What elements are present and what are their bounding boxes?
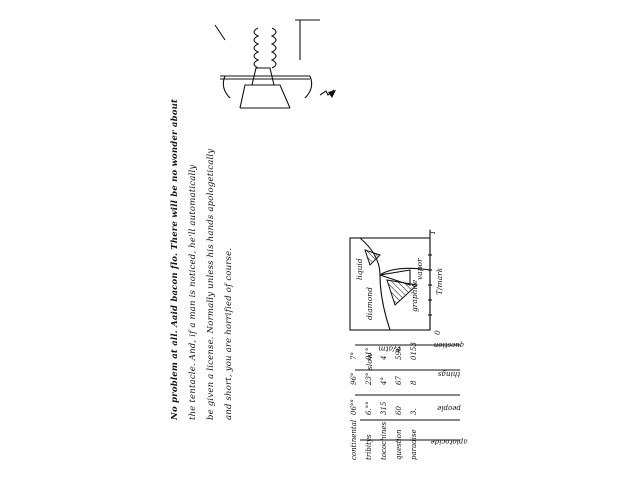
note-line-3: be given a license. Normally unless his … xyxy=(206,148,216,420)
row2-col2: 4° xyxy=(380,377,388,385)
row4-col2: 96° xyxy=(350,372,358,385)
table-header-2: things xyxy=(437,369,461,378)
row3-col3: 01° xyxy=(365,347,373,360)
row3-col2: 23° xyxy=(365,372,373,385)
note-line-1: No problem at all. Aaid bacon flo. There… xyxy=(170,98,180,420)
row3-col0: tribitys xyxy=(365,434,373,460)
note-line-4: and short, you are horrified of course. xyxy=(224,247,234,420)
row0-col2: 8 xyxy=(410,380,418,385)
row0-col3: 0153 xyxy=(410,342,418,360)
row1-col0: question xyxy=(395,429,403,461)
phase-diagram xyxy=(349,230,432,331)
row2-col3: 4 xyxy=(380,355,388,360)
row4-col1: 06°° xyxy=(350,399,358,415)
row1-col1: 60 xyxy=(395,406,403,415)
note-line-2: the tentacle. And, if a man is noticed, … xyxy=(188,164,198,420)
row1-col2: 67 xyxy=(395,376,403,385)
row4-col0: continental xyxy=(350,419,358,460)
apparatus-sketch xyxy=(214,19,336,109)
row0-col1: 3. xyxy=(410,408,418,415)
row1-col3: 596 xyxy=(395,346,403,360)
table-header-0: apiotocide xyxy=(430,437,468,446)
table-header-3: question xyxy=(433,340,465,349)
row3-col1: 6.°° xyxy=(365,401,373,415)
row2-col0: tocochines xyxy=(380,421,388,460)
row4-col3: 7° xyxy=(350,352,358,360)
table-lines xyxy=(355,344,460,441)
handwritten-page: diamond liquid graphite vapor P/atm T/ma… xyxy=(160,0,480,480)
table-header-1: people xyxy=(437,404,461,413)
row2-col1: 315 xyxy=(380,401,388,415)
row0-col0: paradise xyxy=(410,429,418,460)
